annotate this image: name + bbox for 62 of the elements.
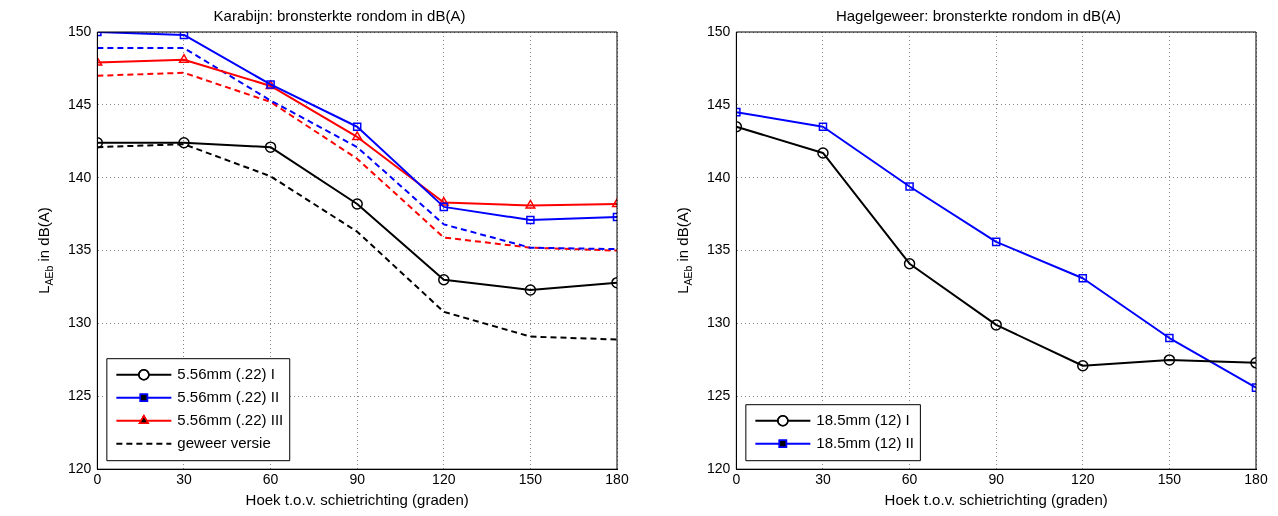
point (990, 319, 1002, 331)
legend-label: 5.56mm (.22) II (177, 387, 280, 405)
x-tick-label: 120 (1071, 471, 1095, 488)
y-tick-label: 120 (707, 460, 731, 477)
y-tick-label: 135 (707, 241, 731, 258)
x-tick-label: 180 (1244, 471, 1268, 488)
point (264, 141, 277, 153)
x-tick-label: 150 (1157, 471, 1182, 488)
point (1163, 354, 1176, 366)
point (525, 199, 536, 209)
point (438, 196, 449, 206)
x-tick-label: 0 (732, 471, 741, 488)
point (905, 182, 914, 191)
y-tick-label: 120 (68, 460, 92, 477)
point (351, 198, 363, 210)
x-tick-label: 30 (815, 471, 831, 488)
point (178, 53, 190, 63)
y-tick-label: 125 (68, 387, 92, 404)
x-tick-label: 60 (901, 471, 918, 488)
legend-label: 18.5mm (12) I (816, 410, 910, 428)
point (903, 257, 916, 270)
y-axis-title: LAEb in dB(A) (674, 207, 694, 294)
x-tick-label: 150 (518, 471, 543, 488)
legend-label: 5.56mm (.22) III (177, 410, 284, 428)
y-tick-label: 150 (707, 22, 731, 39)
point (1077, 359, 1089, 372)
y-tick-label: 145 (707, 95, 731, 112)
y-tick-label: 145 (68, 95, 92, 112)
point (817, 147, 829, 159)
y-tick-label: 135 (68, 241, 92, 258)
point (438, 274, 450, 286)
point (439, 202, 449, 212)
chart-title: Karabijn: bronsterkte rondom in dB(A) (213, 7, 466, 25)
point (352, 122, 362, 132)
x-axis-title: Hoek t.o.v. schietrichting (graden) (884, 491, 1108, 509)
x-tick-label: 60 (262, 471, 279, 488)
y-tick-label: 130 (68, 314, 92, 331)
point (1165, 333, 1174, 343)
legend-label: geweer versie (177, 433, 271, 451)
point (178, 137, 190, 149)
point (818, 122, 828, 132)
point (524, 284, 537, 296)
x-tick-label: 90 (349, 471, 366, 488)
x-axis-title: Hoek t.o.v. schietrichting (graden) (245, 491, 469, 509)
legend-label: 5.56mm (.22) I (177, 364, 275, 382)
point (526, 215, 535, 225)
y-tick-label: 140 (707, 168, 731, 185)
y-tick-label: 130 (707, 314, 731, 331)
point (1078, 274, 1088, 283)
x-tick-label: 90 (988, 471, 1005, 488)
x-tick-label: 180 (605, 471, 629, 488)
x-tick-label: 120 (432, 471, 456, 488)
chart-title: Hagelgeweer: bronsterkte rondom in dB(A) (835, 7, 1122, 25)
point (352, 131, 363, 141)
legend-label: 18.5mm (12) II (816, 433, 914, 451)
x-tick-label: 0 (93, 471, 102, 488)
y-tick-label: 150 (68, 22, 92, 39)
y-axis-title: LAEb in dB(A) (35, 207, 55, 294)
y-tick-label: 125 (707, 387, 731, 404)
y-tick-label: 140 (68, 168, 92, 185)
x-tick-label: 30 (176, 471, 192, 488)
point (991, 237, 1001, 247)
